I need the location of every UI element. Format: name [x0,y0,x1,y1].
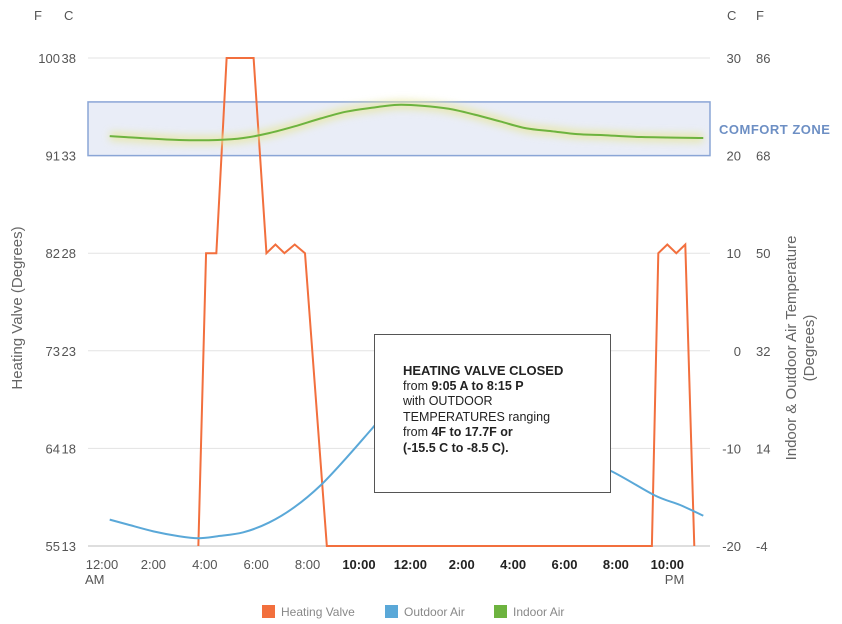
left-tick-c: 23 [62,344,76,359]
annotation-line6-bold: (-15.5 C to -8.5 C). [403,440,509,455]
annotation-line3: with OUTDOOR [403,394,493,408]
right-tick-f: 68 [756,149,770,164]
annotation-line2-prefix: from [403,378,432,393]
right-unit-f: F [756,8,764,23]
left-tick-f: 82 [46,246,60,261]
left-tick-c: 18 [62,441,76,456]
annotation-title: HEATING VALVE CLOSED [403,363,564,378]
x-tick-sublabel: PM [665,572,685,587]
x-tick-label: 6:00 [244,557,269,572]
x-tick-label: 4:00 [500,557,526,572]
x-tick-label: 8:00 [603,557,629,572]
left-unit-f: F [34,8,42,23]
right-tick-f: 32 [756,344,770,359]
y-tick-labels: 55 13 -20 -4 64 18 -10 14 73 23 0 32 82 28 10 50 91 33 20 6… [38,51,770,554]
left-unit-c: C [64,8,73,23]
comfort-zone-label: COMFORT ZONE [719,122,830,137]
legend-swatch-indoor-air [494,605,507,618]
annotation-line5-bold: 4F to 17.7F or [431,425,513,439]
right-tick-c: 10 [727,246,741,261]
legend-swatch-heating-valve [262,605,275,618]
right-tick-c: -10 [722,441,741,456]
legend-swatch-outdoor-air [385,605,398,618]
left-tick-f: 100 [38,51,60,66]
right-tick-f: 86 [756,51,770,66]
x-tick-label: 2:00 [141,557,166,572]
right-tick-c: 0 [734,344,741,359]
left-tick-c: 28 [62,246,76,261]
x-tick-label: 4:00 [192,557,217,572]
legend-label-indoor-air: Indoor Air [513,605,564,619]
x-tick-label: 8:00 [295,557,320,572]
annotation-line4: TEMPERATURES ranging [403,409,551,424]
x-tick-sublabel: AM [85,572,105,587]
left-tick-f: 55 [46,539,60,554]
right-unit-c: C [727,8,736,23]
legend-label-outdoor-air: Outdoor Air [404,605,465,619]
series-heating-valve-line [197,57,696,547]
left-tick-f: 64 [46,441,60,456]
comfort-zone-band [87,101,711,157]
annotation-line5-prefix: from [403,425,432,439]
left-tick-c: 33 [62,149,76,164]
x-tick-label: 6:00 [552,557,578,572]
legend-label-heating-valve: Heating Valve [281,605,355,619]
x-tick-label: 12:00 [394,557,427,572]
left-axis-title: Heating Valve (Degrees) [9,226,26,389]
x-tick-label: 2:00 [449,557,475,572]
series-indoor-air-line [109,103,704,142]
annotation-line2-bold: 9:05 A to 8:15 P [431,378,524,393]
x-tick-label: 10:00 [342,557,375,572]
left-tick-f: 91 [46,149,60,164]
x-tick-label: 12:00 [86,557,119,572]
right-tick-f: 14 [756,441,770,456]
right-axis-title-line1: Indoor & Outdoor Air Temperature [783,236,800,461]
annotation-box: HEATING VALVE CLOSED from 9:05 A to 8:15… [374,334,611,493]
right-tick-c: -20 [722,539,741,554]
left-tick-f: 73 [46,344,60,359]
left-tick-c: 38 [62,51,76,66]
legend: Heating Valve Outdoor Air Indoor Air [262,605,564,619]
right-tick-f: 50 [756,246,770,261]
comfort-zone: COMFORT ZONE [87,101,830,157]
left-tick-c: 13 [62,539,76,554]
right-tick-c: 30 [727,51,741,66]
right-tick-f: -4 [756,539,768,554]
x-tick-label: 10:00 [651,557,684,572]
right-tick-c: 20 [727,149,741,164]
right-axis-title-line2: (Degrees) [801,315,818,382]
